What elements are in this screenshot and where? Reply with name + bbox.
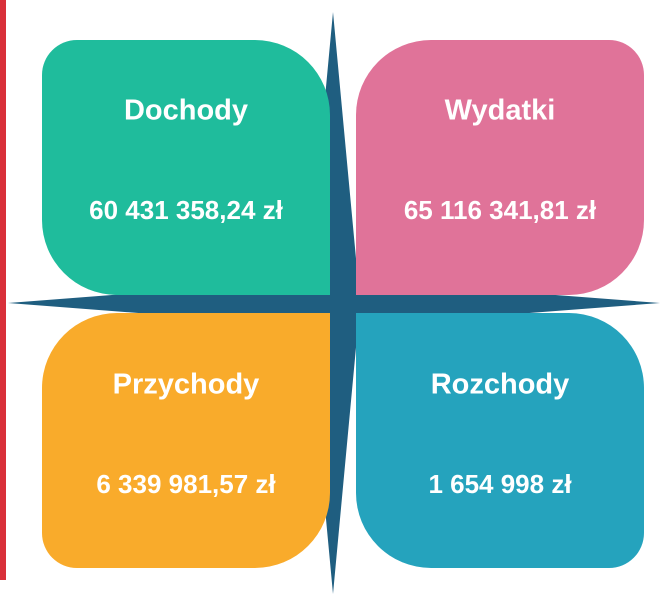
tile-przychody [42,313,330,568]
tile-value: 60 431 358,24 zł [89,195,283,225]
tile-label: Dochody [124,95,248,127]
tile-value: 6 339 981,57 zł [96,469,276,499]
tile-dochody [42,40,330,295]
tile-label: Przychody [113,369,260,401]
star-divider [8,12,660,594]
tile-value: 1 654 998 zł [428,469,572,499]
left-border [0,0,6,580]
tile-wydatki [356,40,644,295]
tile-value: 65 116 341,81 zł [404,195,597,225]
tile-label: Wydatki [445,95,556,127]
tile-label: Rozchody [431,369,570,401]
tile-rozchody [356,313,644,568]
